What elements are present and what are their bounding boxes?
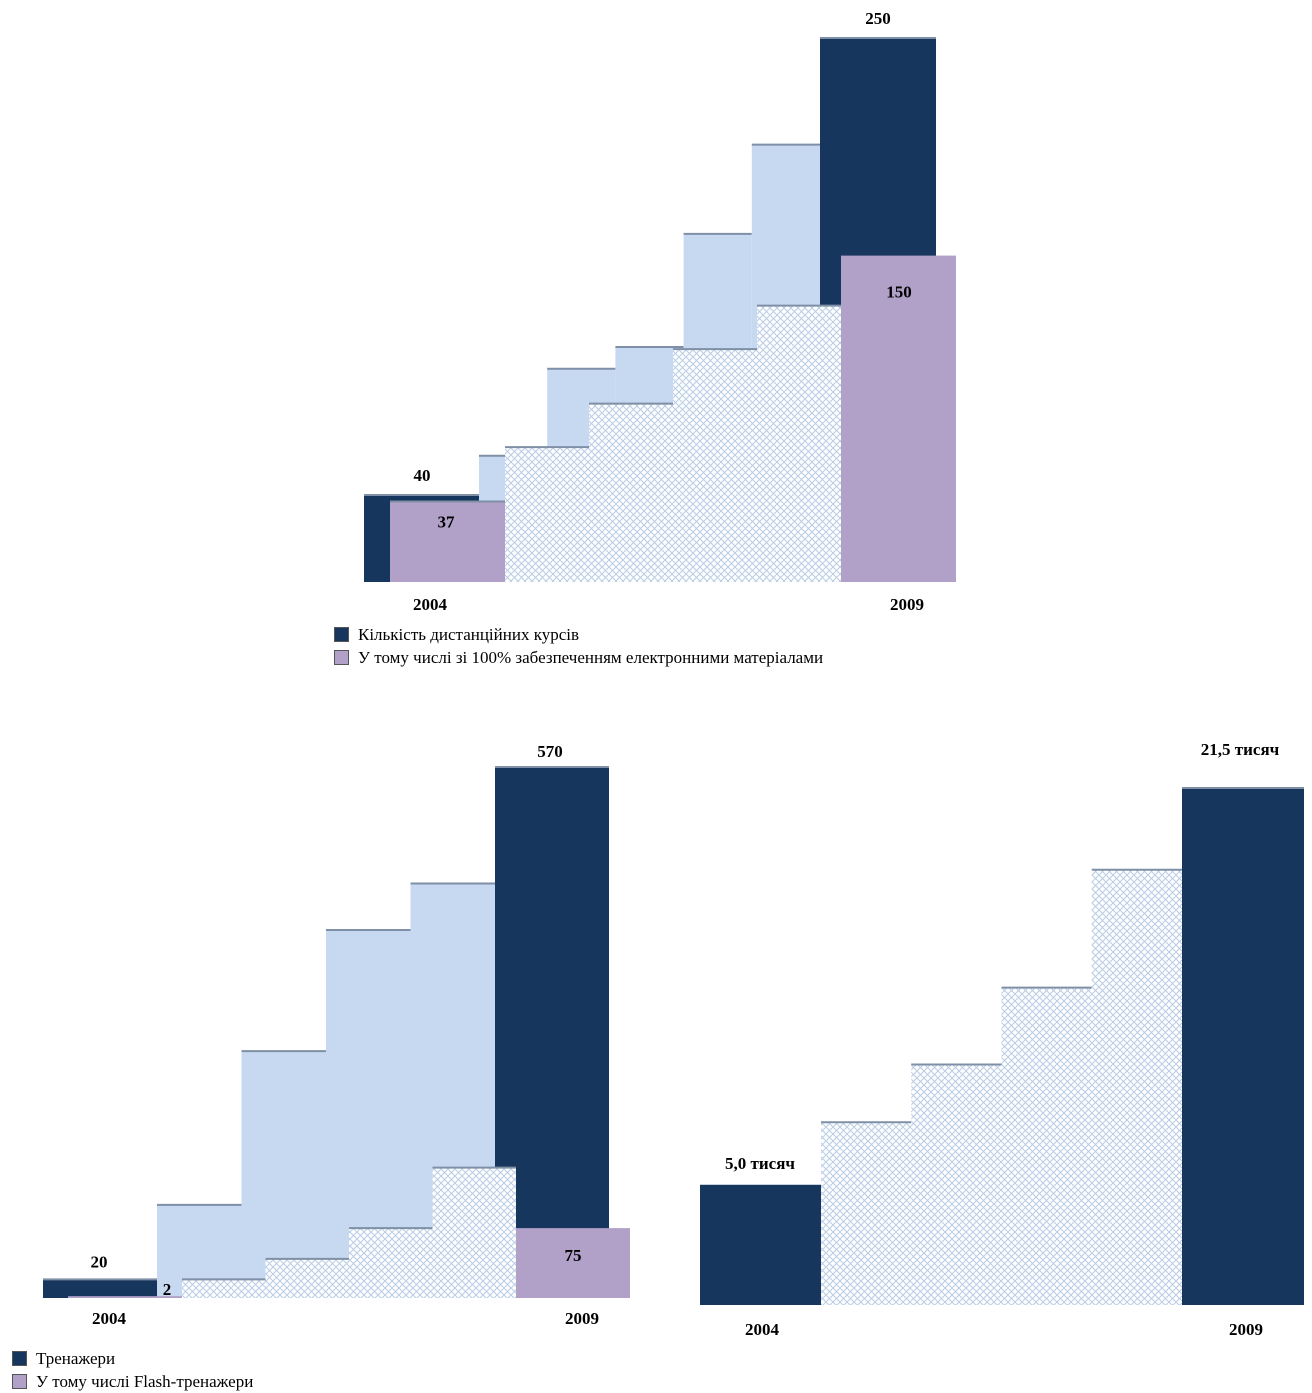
- bar-materials-step-2: [589, 403, 673, 582]
- legend-label-flash-simulators: У тому числі Flash-тренажери: [36, 1371, 254, 1391]
- x-tick-2009: 2009: [1229, 1320, 1263, 1339]
- bar-materials-2009: [841, 255, 956, 582]
- value-label-flash-2009: 75: [565, 1246, 582, 1265]
- bar-users-2009: [1182, 788, 1304, 1305]
- legend-item-electronic-materials: У тому числі зі 100% забезпеченням елект…: [334, 646, 823, 669]
- bar-flash-2004: [68, 1296, 182, 1298]
- bar-materials-step-4: [757, 305, 841, 582]
- bar-materials-step-3: [673, 349, 757, 582]
- value-label-users-2004: 5,0 тисяч: [725, 1154, 795, 1173]
- bar-flash-2009: [516, 1228, 630, 1298]
- bar-flash-step-3: [349, 1228, 433, 1298]
- x-tick-2004: 2004: [413, 595, 448, 614]
- legend-simulators: Тренажери У тому числі Flash-тренажери: [12, 1347, 253, 1393]
- legend-swatch-dark: [12, 1351, 27, 1366]
- x-tick-2009: 2009: [890, 595, 924, 614]
- legend-item-flash-simulators: У тому числі Flash-тренажери: [12, 1370, 253, 1393]
- x-tick-2004: 2004: [745, 1320, 780, 1339]
- legend-swatch-dark: [334, 627, 349, 642]
- legend-swatch-purple: [334, 650, 349, 665]
- bar-flash-step-4: [432, 1167, 516, 1298]
- value-label-simulators-2009: 570: [537, 742, 563, 761]
- bar-users-step-2: [911, 1064, 1002, 1305]
- bar-simulators-step-2: [241, 1051, 326, 1298]
- legend-item-courses: Кількість дистанційних курсів: [334, 623, 823, 646]
- value-label-courses-2004: 40: [414, 466, 431, 485]
- value-label-flash-2004: 2: [163, 1280, 172, 1299]
- bar-flash-step-2: [265, 1258, 349, 1298]
- bar-materials-step-1: [505, 447, 589, 582]
- bar-users-step-4: [1091, 869, 1182, 1305]
- legend-swatch-purple: [12, 1374, 27, 1389]
- bar-flash-step-1: [182, 1279, 266, 1298]
- bar-users-step-1: [821, 1122, 912, 1305]
- chart-simulators: 20 570 2 75 2004 2009: [43, 742, 630, 1328]
- chart-courses: 40 250 37 150 2004 2009: [364, 9, 956, 614]
- bar-users-2004: [700, 1184, 821, 1305]
- bar-materials-2004: [390, 501, 505, 582]
- legend-label-electronic-materials: У тому числі зі 100% забезпеченням елект…: [358, 647, 824, 667]
- legend-label-courses: Кількість дистанційних курсів: [358, 624, 580, 644]
- value-label-courses-2009: 250: [865, 9, 891, 28]
- x-tick-2004: 2004: [92, 1309, 127, 1328]
- bar-simulators-2004: [43, 1279, 157, 1298]
- x-tick-2009: 2009: [565, 1309, 599, 1328]
- legend-label-simulators: Тренажери: [36, 1348, 116, 1368]
- value-label-materials-2009: 150: [886, 283, 912, 302]
- value-label-users-2009: 21,5 тисяч: [1201, 740, 1280, 759]
- bar-users-step-3: [1001, 987, 1092, 1305]
- legend-item-simulators: Тренажери: [12, 1347, 253, 1370]
- chart-users: 5,0 тисяч 21,5 тисяч 2004 2009: [700, 740, 1304, 1339]
- value-label-simulators-2004: 20: [91, 1252, 108, 1271]
- legend-courses: Кількість дистанційних курсів У тому чис…: [334, 623, 823, 669]
- value-label-materials-2004: 37: [438, 512, 456, 531]
